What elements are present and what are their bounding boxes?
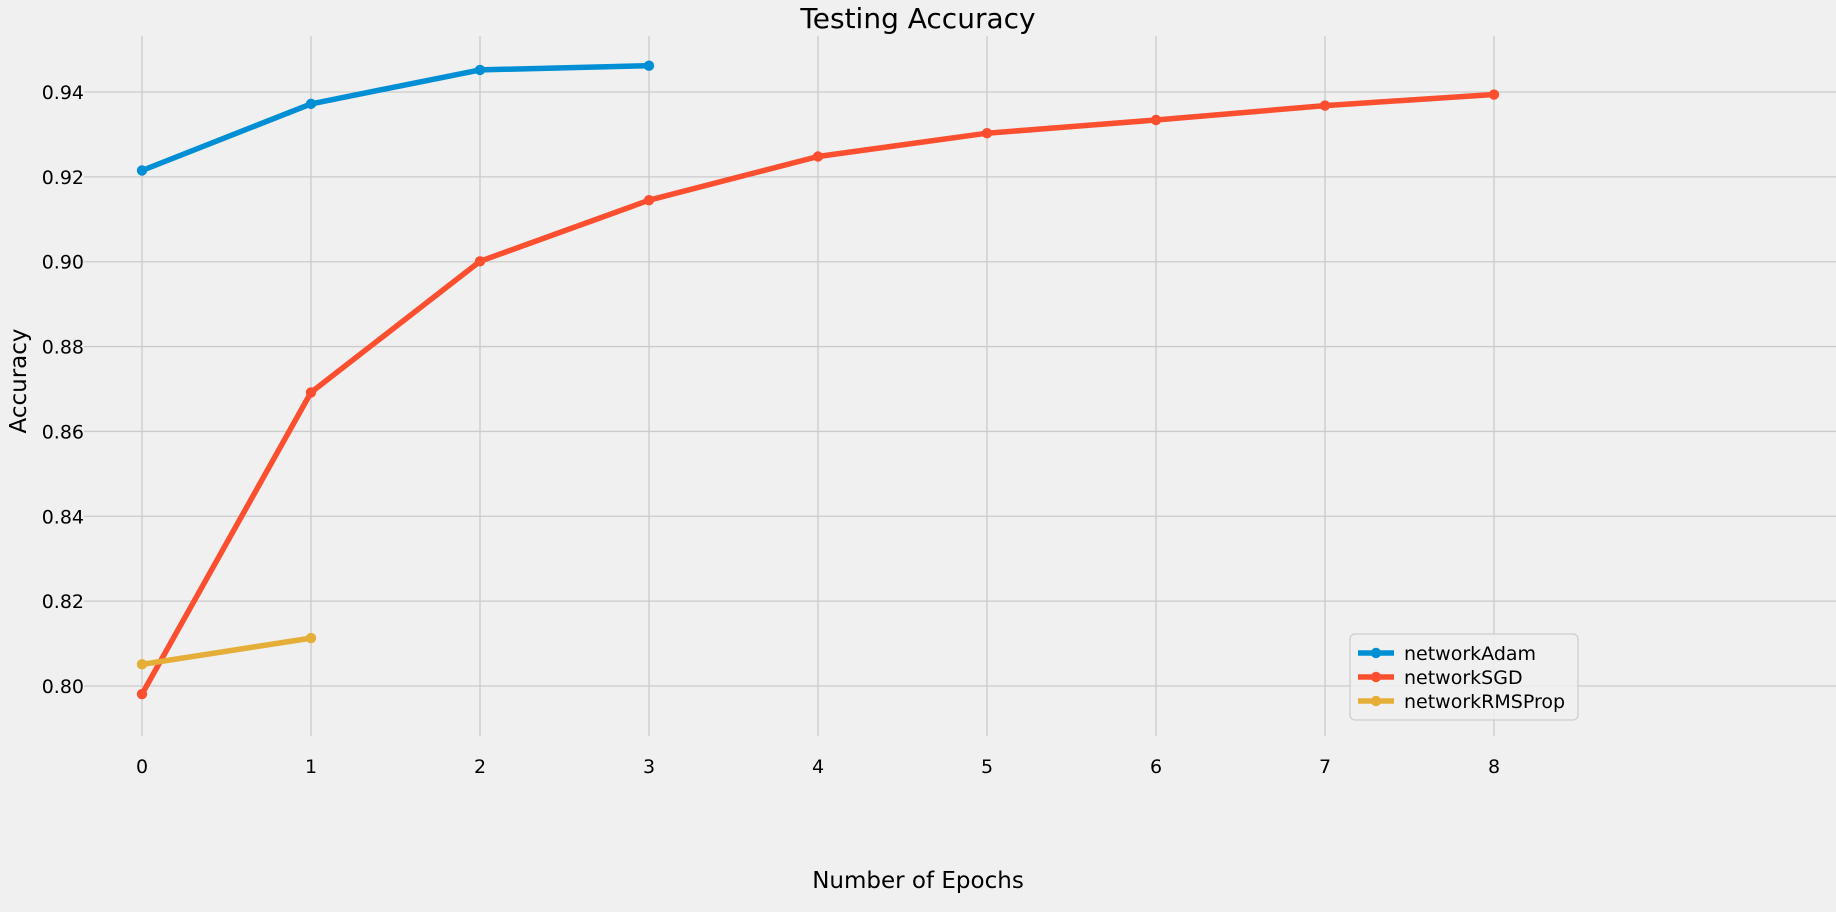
x-tick-label: 3 xyxy=(643,756,655,778)
x-tick-label: 0 xyxy=(136,756,148,778)
y-tick-label: 0.82 xyxy=(42,591,84,613)
data-point-networkAdam xyxy=(305,98,317,110)
series-line-networkAdam xyxy=(140,62,650,174)
legend-label: networkRMSProp xyxy=(1404,691,1565,713)
legend-label: networkSGD xyxy=(1404,667,1523,689)
data-point-networkAdam xyxy=(643,60,655,71)
y-tick-label: 0.84 xyxy=(42,506,84,528)
data-point-networkSGD xyxy=(1319,100,1331,111)
y-tick-label: 0.92 xyxy=(42,167,84,189)
series-line-networkRMSProp xyxy=(141,635,312,668)
x-tick-label: 8 xyxy=(1488,756,1500,778)
data-point-networkRMSProp xyxy=(136,659,148,670)
y-tick-label: 0.88 xyxy=(42,337,84,359)
legend-marker-networkSGD xyxy=(1370,671,1382,683)
x-tick-label: 1 xyxy=(305,756,317,778)
tick-labels: 0 1 2 3 4 5 6 7 8 0.80 0.82 0.84 0.86 0.88 0.90 0.92 0.9… xyxy=(42,82,1500,778)
data-point-networkAdam xyxy=(136,165,148,176)
legend-marker-networkRMSProp xyxy=(1370,695,1382,707)
y-tick-label: 0.94 xyxy=(42,82,84,104)
data-point-networkSGD xyxy=(136,688,148,700)
data-point-networkSGD xyxy=(1488,89,1500,100)
y-tick-label: 0.90 xyxy=(42,252,84,274)
y-axis-label: Accuracy xyxy=(6,328,32,433)
legend-box xyxy=(1349,633,1579,721)
series-layer xyxy=(136,60,1500,700)
data-point-networkSGD xyxy=(981,127,993,139)
chart-title: Testing Accuracy xyxy=(799,2,1035,35)
data-point-networkSGD xyxy=(305,387,317,398)
x-tick-label: 2 xyxy=(474,756,486,778)
y-tick-label: 0.86 xyxy=(42,421,84,443)
x-tick-label: 5 xyxy=(981,756,993,778)
data-point-networkSGD xyxy=(643,194,655,206)
data-point-networkSGD xyxy=(812,151,824,162)
data-point-networkAdam xyxy=(474,64,486,76)
x-axis-label: Number of Epochs xyxy=(812,868,1024,894)
grid-lines xyxy=(84,36,1836,736)
data-point-networkRMSProp xyxy=(305,632,317,644)
x-tick-label: 4 xyxy=(812,756,824,778)
legend-label: networkAdam xyxy=(1404,643,1536,665)
y-tick-label: 0.80 xyxy=(42,676,84,698)
data-point-networkSGD xyxy=(1150,114,1162,126)
x-tick-label: 6 xyxy=(1150,756,1162,778)
x-tick-label: 7 xyxy=(1319,756,1331,778)
data-point-networkSGD xyxy=(474,256,486,267)
legend-marker-networkAdam xyxy=(1370,647,1382,659)
